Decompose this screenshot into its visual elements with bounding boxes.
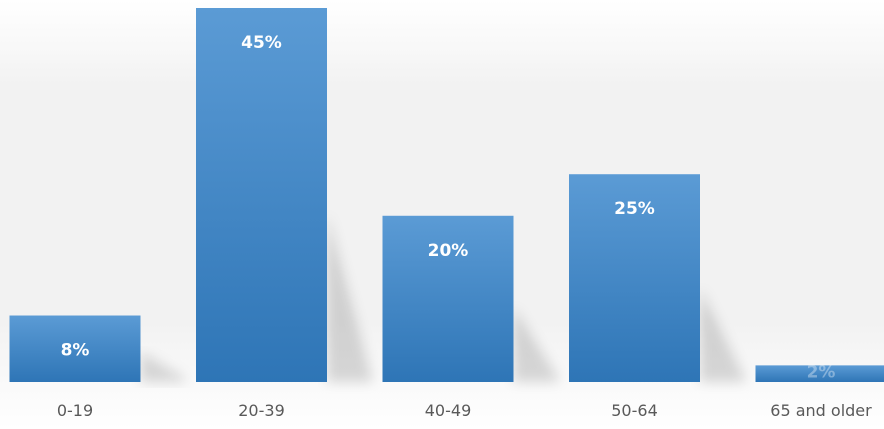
- category-label-20-39: 20-39: [238, 401, 285, 420]
- data-label-20-39: 45%: [241, 33, 282, 53]
- data-labels: 8% 45% 20% 25% 2%: [61, 33, 836, 382]
- bar-40-49: [382, 215, 514, 382]
- bar-shadow-40-49: [513, 307, 559, 382]
- category-label-0-19: 0-19: [57, 401, 93, 420]
- category-label-50-64: 50-64: [611, 401, 658, 420]
- category-label-40-49: 40-49: [425, 401, 472, 420]
- data-label-40-49: 20%: [428, 241, 469, 261]
- bar-shadow-20-39: [327, 213, 372, 382]
- data-label-0-19: 8%: [61, 341, 90, 361]
- data-label-65-and-older: 2%: [807, 362, 836, 382]
- bar-shadow-0-19: [140, 352, 186, 382]
- bar-20-39: [196, 8, 327, 382]
- bar-50-64: [569, 174, 700, 382]
- category-label-65-and-older: 65 and older: [770, 401, 872, 420]
- bars: [9, 8, 884, 382]
- category-labels: 0-19 20-39 40-49 50-64 65 and older: [57, 401, 872, 420]
- bar-shadow-50-64: [700, 288, 745, 382]
- bar-65-and-older: [755, 365, 884, 382]
- bar-0-19: [9, 315, 141, 382]
- data-label-50-64: 25%: [614, 199, 655, 219]
- bar-shadows: [140, 213, 745, 382]
